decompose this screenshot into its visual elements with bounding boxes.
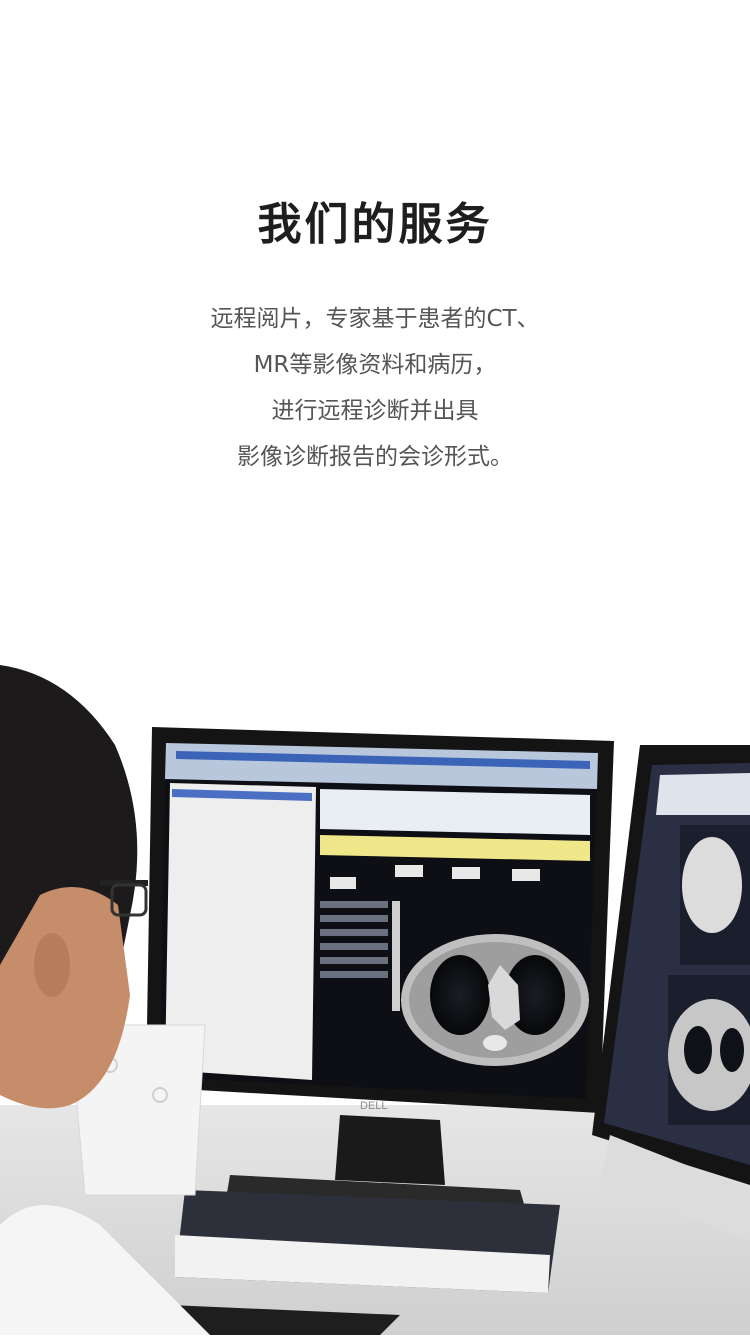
photo-illustration: DELL <box>0 665 750 1335</box>
secondary-monitor <box>592 745 750 1240</box>
description-line: 进行远程诊断并出具 <box>271 398 479 424</box>
page-title: 我们的服务 <box>257 199 493 250</box>
service-description: 远程阅片，专家基于患者的CT、 MR等影像资料和病历， 进行远程诊断并出具 影像… <box>0 296 750 480</box>
doctor-reading-scans-photo: DELL <box>0 665 750 1335</box>
description-line: 远程阅片，专家基于患者的CT、 <box>210 306 540 332</box>
book-stack <box>175 1190 560 1293</box>
main-monitor: DELL <box>146 727 614 1225</box>
doctor <box>0 665 210 1335</box>
keyboard <box>165 1305 400 1335</box>
description-line: 影像诊断报告的会诊形式。 <box>237 444 513 470</box>
monitor-brand: DELL <box>360 1100 388 1112</box>
description-line: MR等影像资料和病历， <box>253 352 497 378</box>
